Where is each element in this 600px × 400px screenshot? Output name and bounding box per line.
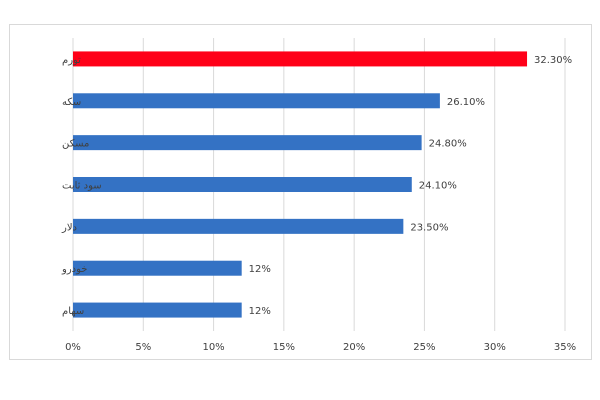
category-label-3: سود ثابت (62, 181, 102, 192)
category-labels: تورم سکه مسکن سود ثابت دلار خودرو سهام (61, 55, 102, 317)
data-label-2: 24.80% (429, 139, 467, 150)
category-label-6: سهام (62, 306, 84, 317)
data-labels: 32.30% 26.10% 24.80% 24.10% 23.50% 12% 12% (249, 55, 573, 317)
data-label-5: 12% (249, 264, 271, 275)
bar-4 (73, 218, 404, 234)
data-label-0: 32.30% (534, 55, 572, 66)
x-tick-label-1: 5% (135, 342, 151, 353)
x-tick-label-5: 25% (413, 342, 435, 353)
bar-1 (73, 93, 440, 109)
bar-3 (73, 177, 412, 192)
category-label-5: خودرو (61, 264, 87, 275)
bar-5 (73, 260, 242, 276)
x-tick-label-3: 15% (273, 342, 295, 353)
category-label-2: مسکن (62, 139, 89, 150)
bar-0 (73, 51, 528, 67)
data-label-6: 12% (249, 306, 271, 317)
category-label-0: تورم (62, 55, 81, 66)
x-tick-label-2: 10% (202, 342, 224, 353)
x-tick-label-6: 30% (484, 342, 506, 353)
category-label-1: سکه (62, 97, 81, 108)
x-tick-label-0: 0% (65, 342, 81, 353)
x-tick-label-7: 35% (554, 342, 576, 353)
x-axis-tick-labels: 0% 5% 10% 15% 20% 25% 30% 35% (65, 342, 576, 353)
bars (73, 51, 528, 318)
x-tick-label-4: 20% (343, 342, 365, 353)
data-label-3: 24.10% (419, 181, 457, 192)
category-label-4: دلار (61, 222, 77, 233)
data-label-1: 26.10% (447, 97, 485, 108)
bar-2 (73, 135, 422, 151)
data-label-4: 23.50% (410, 222, 448, 233)
bar-6 (73, 302, 242, 318)
